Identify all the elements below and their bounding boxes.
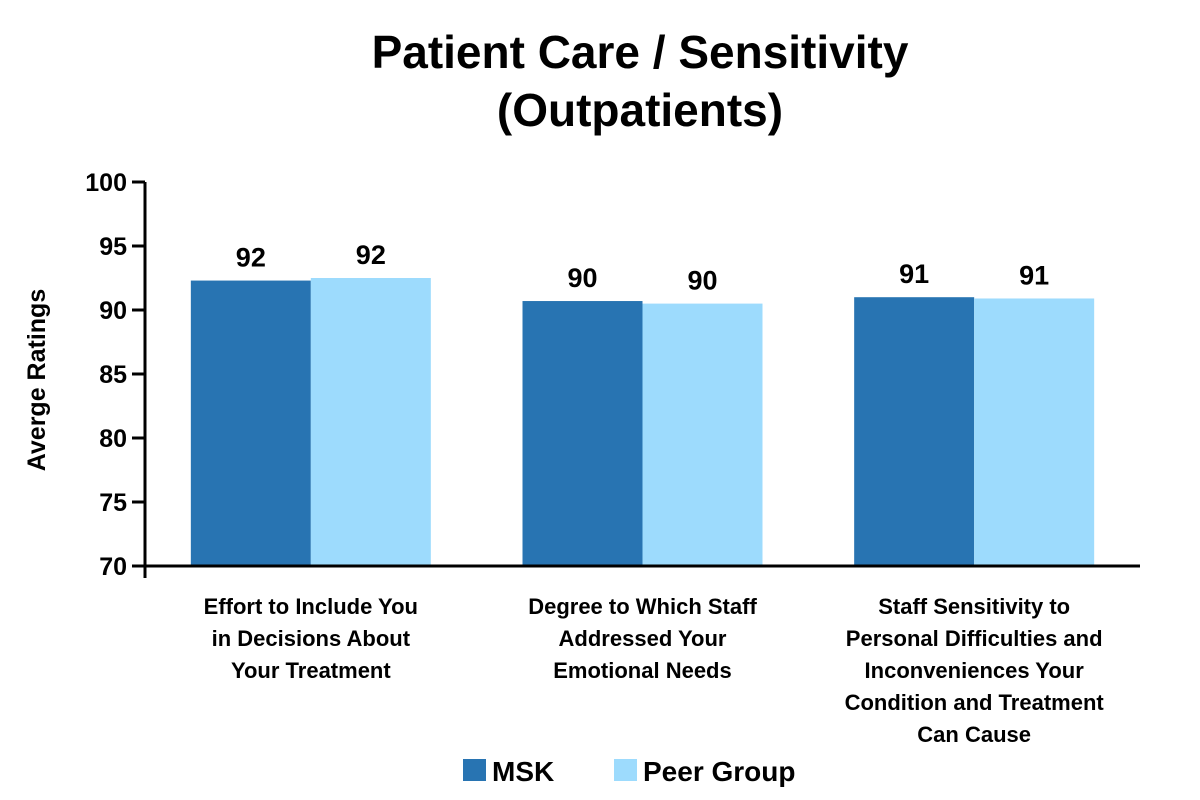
legend-label: Peer Group [643,756,795,787]
y-tick-label: 85 [99,361,127,389]
x-tick-label: Addressed Your [559,626,727,651]
data-label: 92 [356,240,386,270]
x-tick-label: Condition and Treatment [845,690,1105,715]
y-tick-label: 95 [99,233,127,261]
chart-title-line-2: (Outpatients) [497,84,783,136]
x-tick-label: Degree to Which Staff [528,594,757,619]
bar-peer-group-2 [974,298,1095,566]
category-labels-layer: Effort to Include You in Decisions About Y… [204,594,1105,747]
x-tick-label: Staff Sensitivity to [878,594,1070,619]
y-axis-label: Averge Ratings [23,289,51,471]
data-label: 90 [687,266,717,296]
x-tick-label: Can Cause [917,722,1031,747]
bar-peer-group-1 [642,303,763,566]
y-tick-label: 75 [99,489,127,517]
x-tick-label: Effort to Include You [204,594,418,619]
y-tick-label: 90 [99,297,127,325]
legend-label: MSK [492,756,554,787]
data-labels-layer: 92 92 90 90 91 91 [236,240,1049,296]
data-label: 92 [236,243,266,273]
legend-swatch [463,759,486,781]
bars-layer [190,278,1095,566]
y-tick-label: 70 [99,553,127,581]
bar-msk-1 [522,301,643,566]
chart-title-line-1: Patient Care / Sensitivity [372,26,909,78]
axes-layer [143,182,1140,578]
y-tick-label: 100 [85,169,127,197]
legend-item-msk: MSK [463,756,554,787]
x-tick-label: Inconveniences Your [865,658,1085,683]
x-tick-label: Emotional Needs [553,658,731,683]
bar-peer-group-0 [310,278,431,566]
data-label: 91 [1019,260,1049,290]
legend-swatch [614,759,637,781]
y-tick-label: 80 [99,425,127,453]
chart-title: Patient Care / Sensitivity (Outpatients) [372,26,909,136]
data-label: 90 [567,263,597,293]
x-tick-label: Personal Difficulties and [846,626,1103,651]
data-label: 91 [899,259,929,289]
legend-item-peer-group: Peer Group [614,756,795,787]
x-tick-label: in Decisions About [212,626,411,651]
legend: MSK Peer Group [463,756,795,787]
x-tick-label: Your Treatment [231,658,391,683]
bar-msk-2 [854,297,975,566]
y-ticks-layer: 70 75 80 85 90 95 100 [85,169,145,581]
bar-msk-0 [190,280,311,566]
